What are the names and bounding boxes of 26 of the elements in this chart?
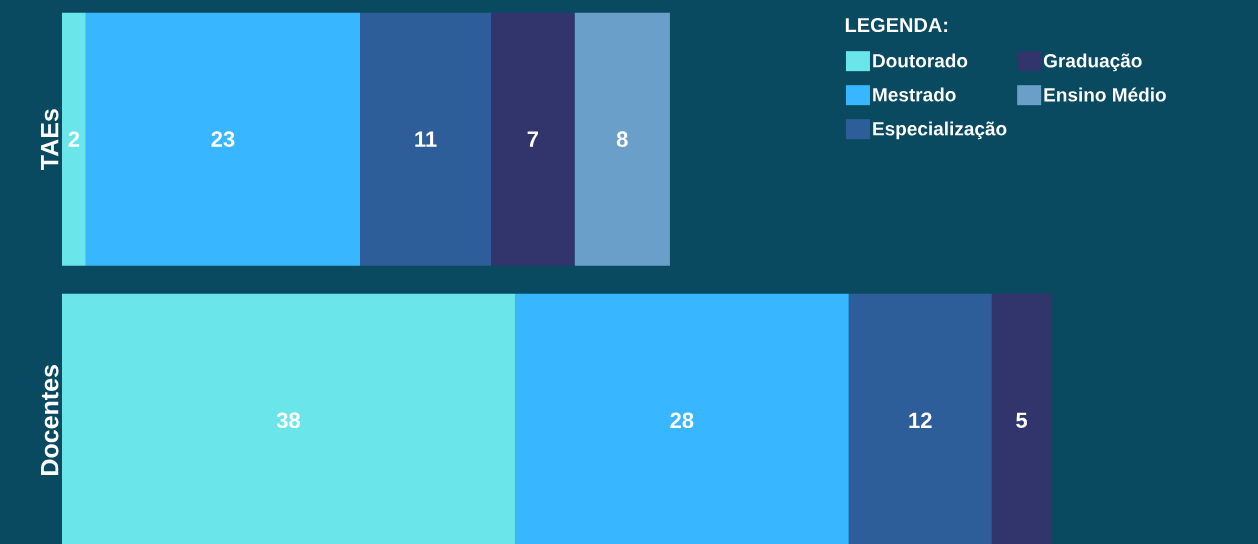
legend-label: Graduação (1043, 53, 1142, 72)
legend-title: LEGENDA: (845, 17, 948, 33)
legend-label: Doutorado (873, 53, 968, 68)
bar (991, 293, 1052, 544)
bar (514, 293, 849, 544)
data-label: 2 (68, 131, 80, 147)
y-tick-label: Docentes (41, 365, 59, 475)
data-label: 12 (909, 412, 932, 428)
bar (360, 12, 492, 266)
data-label: 38 (276, 412, 301, 429)
y-tick-label: TAEs (41, 109, 59, 170)
bar (62, 12, 86, 266)
data-label: 5 (1016, 412, 1028, 428)
data-label: 8 (616, 131, 628, 147)
bar (848, 293, 992, 544)
data-label: 28 (670, 412, 694, 429)
legend-label: Especialização (873, 121, 1007, 140)
data-label: 7 (527, 131, 538, 147)
legend-label: Ensino Médio (1044, 87, 1166, 102)
legend-label: Mestrado (873, 87, 956, 102)
bar (85, 12, 360, 266)
bar (62, 293, 515, 544)
bar (574, 12, 670, 266)
data-label: 23 (211, 131, 235, 147)
bar (491, 12, 575, 266)
data-label: 11 (415, 131, 437, 147)
